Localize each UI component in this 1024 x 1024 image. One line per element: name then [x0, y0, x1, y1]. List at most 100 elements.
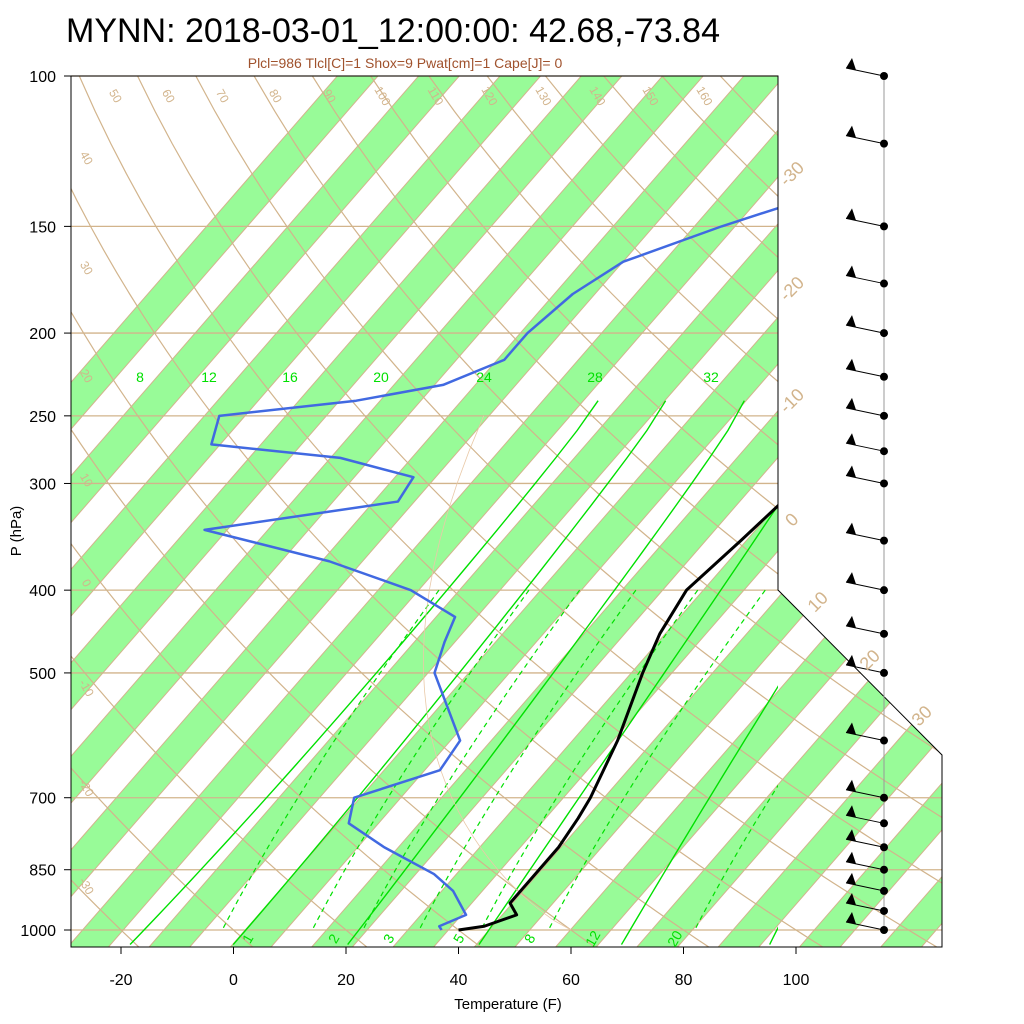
moist-adiabats — [423, 415, 572, 931]
y-tick-label: 400 — [29, 583, 56, 600]
temperature-band — [635, 76, 942, 947]
dry-adiabat-line — [78, 76, 939, 947]
mixing-ratio-top-label: 32 — [703, 369, 719, 385]
mixing-ratio-lines — [129, 400, 778, 946]
wind-barb-shaft — [845, 474, 885, 484]
wind-barb-flag — [846, 58, 856, 70]
wind-barb-flag — [846, 125, 856, 138]
mixing-ratio-line — [129, 400, 599, 946]
temperature-band — [71, 76, 461, 947]
wind-barb-shaft — [845, 861, 885, 871]
y-tick-label: 150 — [29, 219, 56, 236]
dry-adiabat-line — [195, 76, 942, 947]
y-tick-label: 850 — [29, 863, 56, 880]
wind-barb-shaft — [845, 217, 885, 227]
x-tick-label: -20 — [109, 972, 132, 989]
wind-barb-flag — [846, 615, 856, 628]
dry-adiabat-line — [71, 76, 369, 947]
x-tick-label: 100 — [783, 972, 810, 989]
isotherm-label: 10 — [804, 588, 832, 616]
temperature-band — [148, 76, 942, 947]
y-tick-label: 250 — [29, 409, 56, 426]
wind-barb-flag — [846, 397, 856, 410]
wind-barb-column — [845, 58, 888, 934]
mixing-ratio-dashed-line — [311, 589, 530, 931]
temperature-band — [71, 76, 705, 947]
isotherm-label: -10 — [775, 384, 808, 417]
wind-barb-shaft — [845, 368, 885, 378]
left-adiabat-label: 40 — [77, 149, 96, 168]
y-tick-label: 100 — [29, 69, 56, 86]
mixing-ratio-line — [347, 400, 745, 945]
wind-barb-flag — [846, 265, 856, 278]
wind-barb-flag — [846, 892, 856, 905]
dry-adiabat-line — [428, 76, 942, 947]
sounding-lines — [203, 206, 778, 932]
temperature-band — [962, 76, 1024, 947]
y-tick-label: 200 — [29, 326, 56, 343]
wind-barb-flag — [846, 572, 856, 585]
isotherm-label: -30 — [775, 157, 808, 190]
dry-adiabat-label: 130 — [532, 84, 554, 109]
temperature-band — [554, 76, 942, 947]
x-axis-label: Temperature (F) — [454, 996, 562, 1013]
left-adiabat-label: 10 — [77, 471, 96, 490]
mixing-ratio-top-label: 12 — [201, 369, 217, 385]
dry-adiabat-line — [370, 76, 942, 947]
wind-barb-flag — [846, 851, 856, 864]
wind-barb-flag — [846, 805, 856, 818]
chart-title: MYNN: 2018-03-01_12:00:00: 42.68,-73.84 — [66, 12, 720, 50]
wind-barb-shaft — [845, 902, 885, 912]
y-tick-label: 700 — [29, 791, 56, 808]
mixing-ratio-dashed-line — [221, 589, 440, 931]
dry-adiabat-label: 70 — [213, 87, 232, 106]
wind-barb-flag — [846, 208, 856, 221]
isotherm-label: -20 — [775, 272, 808, 305]
mixing-ratio-dashed-line — [362, 589, 581, 931]
wind-barb-shaft — [845, 789, 885, 799]
wind-barb-flag — [846, 722, 856, 735]
y-tick-label: 1000 — [20, 923, 56, 940]
dry-adiabat-line — [71, 76, 141, 947]
plot-frame — [70, 75, 943, 948]
x-tick-label: 40 — [450, 972, 468, 989]
dry-adiabat-line — [71, 76, 483, 947]
wind-barb-shaft — [845, 921, 885, 931]
wind-barb-shaft — [845, 882, 885, 892]
dry-adiabat-label: 50 — [106, 87, 125, 106]
dry-adiabat-label: 160 — [693, 84, 715, 109]
mixing-ratio-bottom-label: 5 — [450, 931, 468, 946]
wind-barb-shaft — [845, 442, 885, 452]
mixing-ratio-bottom-label: 8 — [521, 931, 539, 946]
mixing-ratio-bottom-label: 3 — [380, 931, 398, 946]
temperature-band — [71, 76, 380, 947]
wind-barb-shaft — [845, 532, 885, 542]
mixing-ratio-top-label: 16 — [282, 369, 298, 385]
dry-adiabat-label: 60 — [159, 87, 178, 106]
x-tick-label: 20 — [337, 972, 355, 989]
mixing-ratio-top-label: 28 — [587, 369, 603, 385]
chart-subtitle: Plcl=986 Tlcl[C]=1 Shox=9 Pwat[cm]=1 Cap… — [248, 55, 563, 71]
temperature-band — [71, 76, 542, 947]
isotherm-label: 20 — [856, 646, 884, 674]
y-tick-label: 500 — [29, 666, 56, 683]
dewpoint-profile-line — [203, 206, 778, 931]
wind-barb-flag — [846, 522, 856, 535]
y-axis-label: P (hPa) — [8, 506, 25, 557]
wind-barb-flag — [846, 654, 856, 667]
dry-adiabat-line — [311, 76, 942, 947]
mixing-ratio-bottom-label: 20 — [664, 928, 686, 950]
mixing-ratio-top-label: 24 — [476, 369, 492, 385]
wind-barb-shaft — [845, 581, 885, 591]
wind-barb-flag — [846, 872, 856, 885]
wind-barb-shaft — [845, 67, 885, 77]
dry-adiabat-line — [71, 76, 597, 947]
x-tick-label: 0 — [229, 972, 238, 989]
dry-adiabat-line — [71, 76, 255, 947]
x-tick-label: 80 — [675, 972, 693, 989]
wind-barb-flag — [846, 433, 856, 446]
left-adiabat-label: 20 — [77, 367, 96, 386]
mixing-ratio-line — [232, 400, 667, 946]
moist-adiabat-line — [423, 415, 572, 931]
wind-barb-flag — [846, 358, 856, 371]
